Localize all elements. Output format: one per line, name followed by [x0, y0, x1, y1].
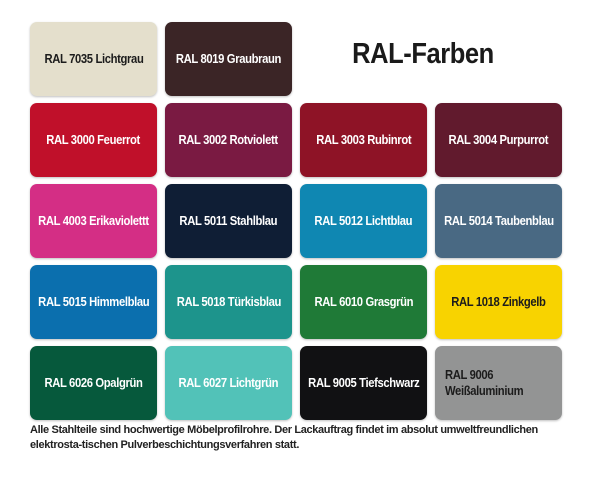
swatch-label: RAL 6026 Opalgrün — [44, 376, 143, 390]
swatch-label: RAL 5015 Himmelblau — [37, 295, 150, 309]
swatch-ral-3002: RAL 3002 Rotviolett — [165, 103, 292, 177]
swatch-label: RAL 3003 Rubinrot — [316, 133, 411, 147]
color-swatch-grid: RAL 7035 Lichtgrau RAL 8019 Graubraun RA… — [30, 22, 562, 420]
footnote: Alle Stahlteile sind hochwertige Möbelpr… — [30, 424, 538, 451]
swatch-label: RAL 6027 Lichtgrün — [178, 376, 279, 390]
swatch-label: RAL 9005 Tiefschwarz — [307, 376, 420, 390]
swatch-label: RAL 8019 Graubraun — [175, 52, 282, 66]
swatch-label: RAL 1018 Zinkgelb — [451, 295, 546, 309]
swatch-label: RAL 3004 Purpurrot — [448, 133, 549, 147]
swatch-label: RAL 3000 Feuerrot — [46, 133, 141, 147]
swatch-ral-4003: RAL 4003 Erikaviolettt — [30, 184, 157, 258]
page-title: RAL-Farben — [352, 38, 494, 70]
swatch-ral-5015: RAL 5015 Himmelblau — [30, 265, 157, 339]
swatch-ral-9005: RAL 9005 Tiefschwarz — [300, 346, 427, 420]
swatch-ral-5018: RAL 5018 Türkisblau — [165, 265, 292, 339]
swatch-label: RAL 5018 Türkisblau — [176, 295, 281, 309]
swatch-ral-8019: RAL 8019 Graubraun — [165, 22, 292, 96]
swatch-label: RAL 5014 Taubenblau — [443, 214, 554, 228]
swatch-label: RAL 5011 Stahlblau — [179, 214, 278, 228]
swatch-label: RAL 3002 Rotviolett — [178, 133, 279, 147]
swatch-ral-5011: RAL 5011 Stahlblau — [165, 184, 292, 258]
swatch-label: RAL 7035 Lichtgrau — [44, 52, 143, 66]
swatch-ral-5014: RAL 5014 Taubenblau — [435, 184, 562, 258]
swatch-ral-9006: RAL 9006 Weißaluminium — [435, 346, 562, 420]
swatch-ral-7035: RAL 7035 Lichtgrau — [30, 22, 157, 96]
swatch-label: RAL 4003 Erikaviolettt — [38, 214, 149, 228]
swatch-ral-5012: RAL 5012 Lichtblau — [300, 184, 427, 258]
swatch-ral-3000: RAL 3000 Feuerrot — [30, 103, 157, 177]
swatch-ral-1018: RAL 1018 Zinkgelb — [435, 265, 562, 339]
swatch-label: RAL 9006 Weißaluminium — [445, 368, 524, 398]
swatch-ral-6027: RAL 6027 Lichtgrün — [165, 346, 292, 420]
swatch-ral-6010: RAL 6010 Grasgrün — [300, 265, 427, 339]
swatch-label: RAL 6010 Grasgrün — [314, 295, 413, 309]
swatch-ral-3003: RAL 3003 Rubinrot — [300, 103, 427, 177]
swatch-ral-6026: RAL 6026 Opalgrün — [30, 346, 157, 420]
swatch-ral-3004: RAL 3004 Purpurrot — [435, 103, 562, 177]
swatch-label: RAL 5012 Lichtblau — [314, 214, 413, 228]
